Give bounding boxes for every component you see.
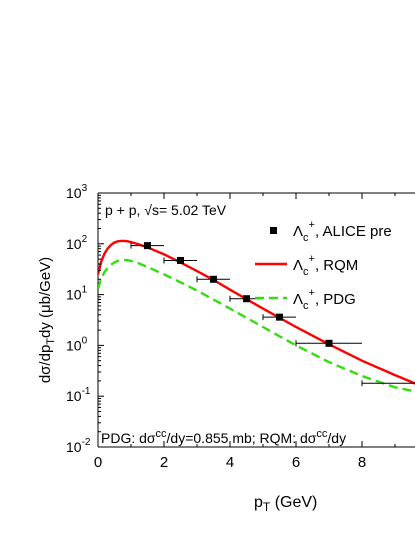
legend-label: Λc+, PDG [293, 287, 356, 312]
y-tick-label: 10-1 [66, 386, 91, 404]
pdg-curve [98, 258, 415, 393]
y-tick-label: 102 [66, 234, 88, 252]
x-tick-label: 4 [226, 454, 234, 471]
legend-label: Λc+, ALICE pre [293, 219, 392, 244]
annotation-top: p + p, √s= 5.02 TeV [105, 202, 227, 218]
legend: Λc+, ALICE pre Λc+, RQM Λc+, PDG [255, 219, 392, 312]
y-axis-label: dσ/dpTdy (μb/GeV) [37, 257, 57, 383]
data-point [243, 295, 250, 303]
x-tick-label: 2 [160, 454, 168, 471]
legend-marker [270, 227, 277, 234]
x-tick-label: 8 [358, 454, 366, 471]
annotation-bottom: PDG: dσcc/dy=0.855 mb; RQM: dσcc/dy [101, 428, 346, 446]
y-tick-label: 100 [66, 335, 88, 353]
x-axis-label: pT (GeV) [254, 494, 317, 514]
legend-label: Λc+, RQM [293, 253, 358, 278]
y-tick-label: 101 [66, 285, 88, 303]
y-tick-label: 103 [66, 183, 88, 201]
x-tick-label: 6 [292, 454, 300, 471]
data-point [177, 256, 184, 264]
y-axis-ticks: 10-2 10-1 100 101 102 103 [66, 183, 104, 455]
data-point [325, 339, 333, 347]
x-axis-ticks: 0246810 [94, 193, 396, 471]
y-tick-label: 10-2 [66, 437, 91, 455]
data-point [210, 275, 217, 283]
data-point [276, 313, 283, 321]
data-point [144, 242, 151, 250]
x-tick-label: 0 [94, 454, 102, 471]
